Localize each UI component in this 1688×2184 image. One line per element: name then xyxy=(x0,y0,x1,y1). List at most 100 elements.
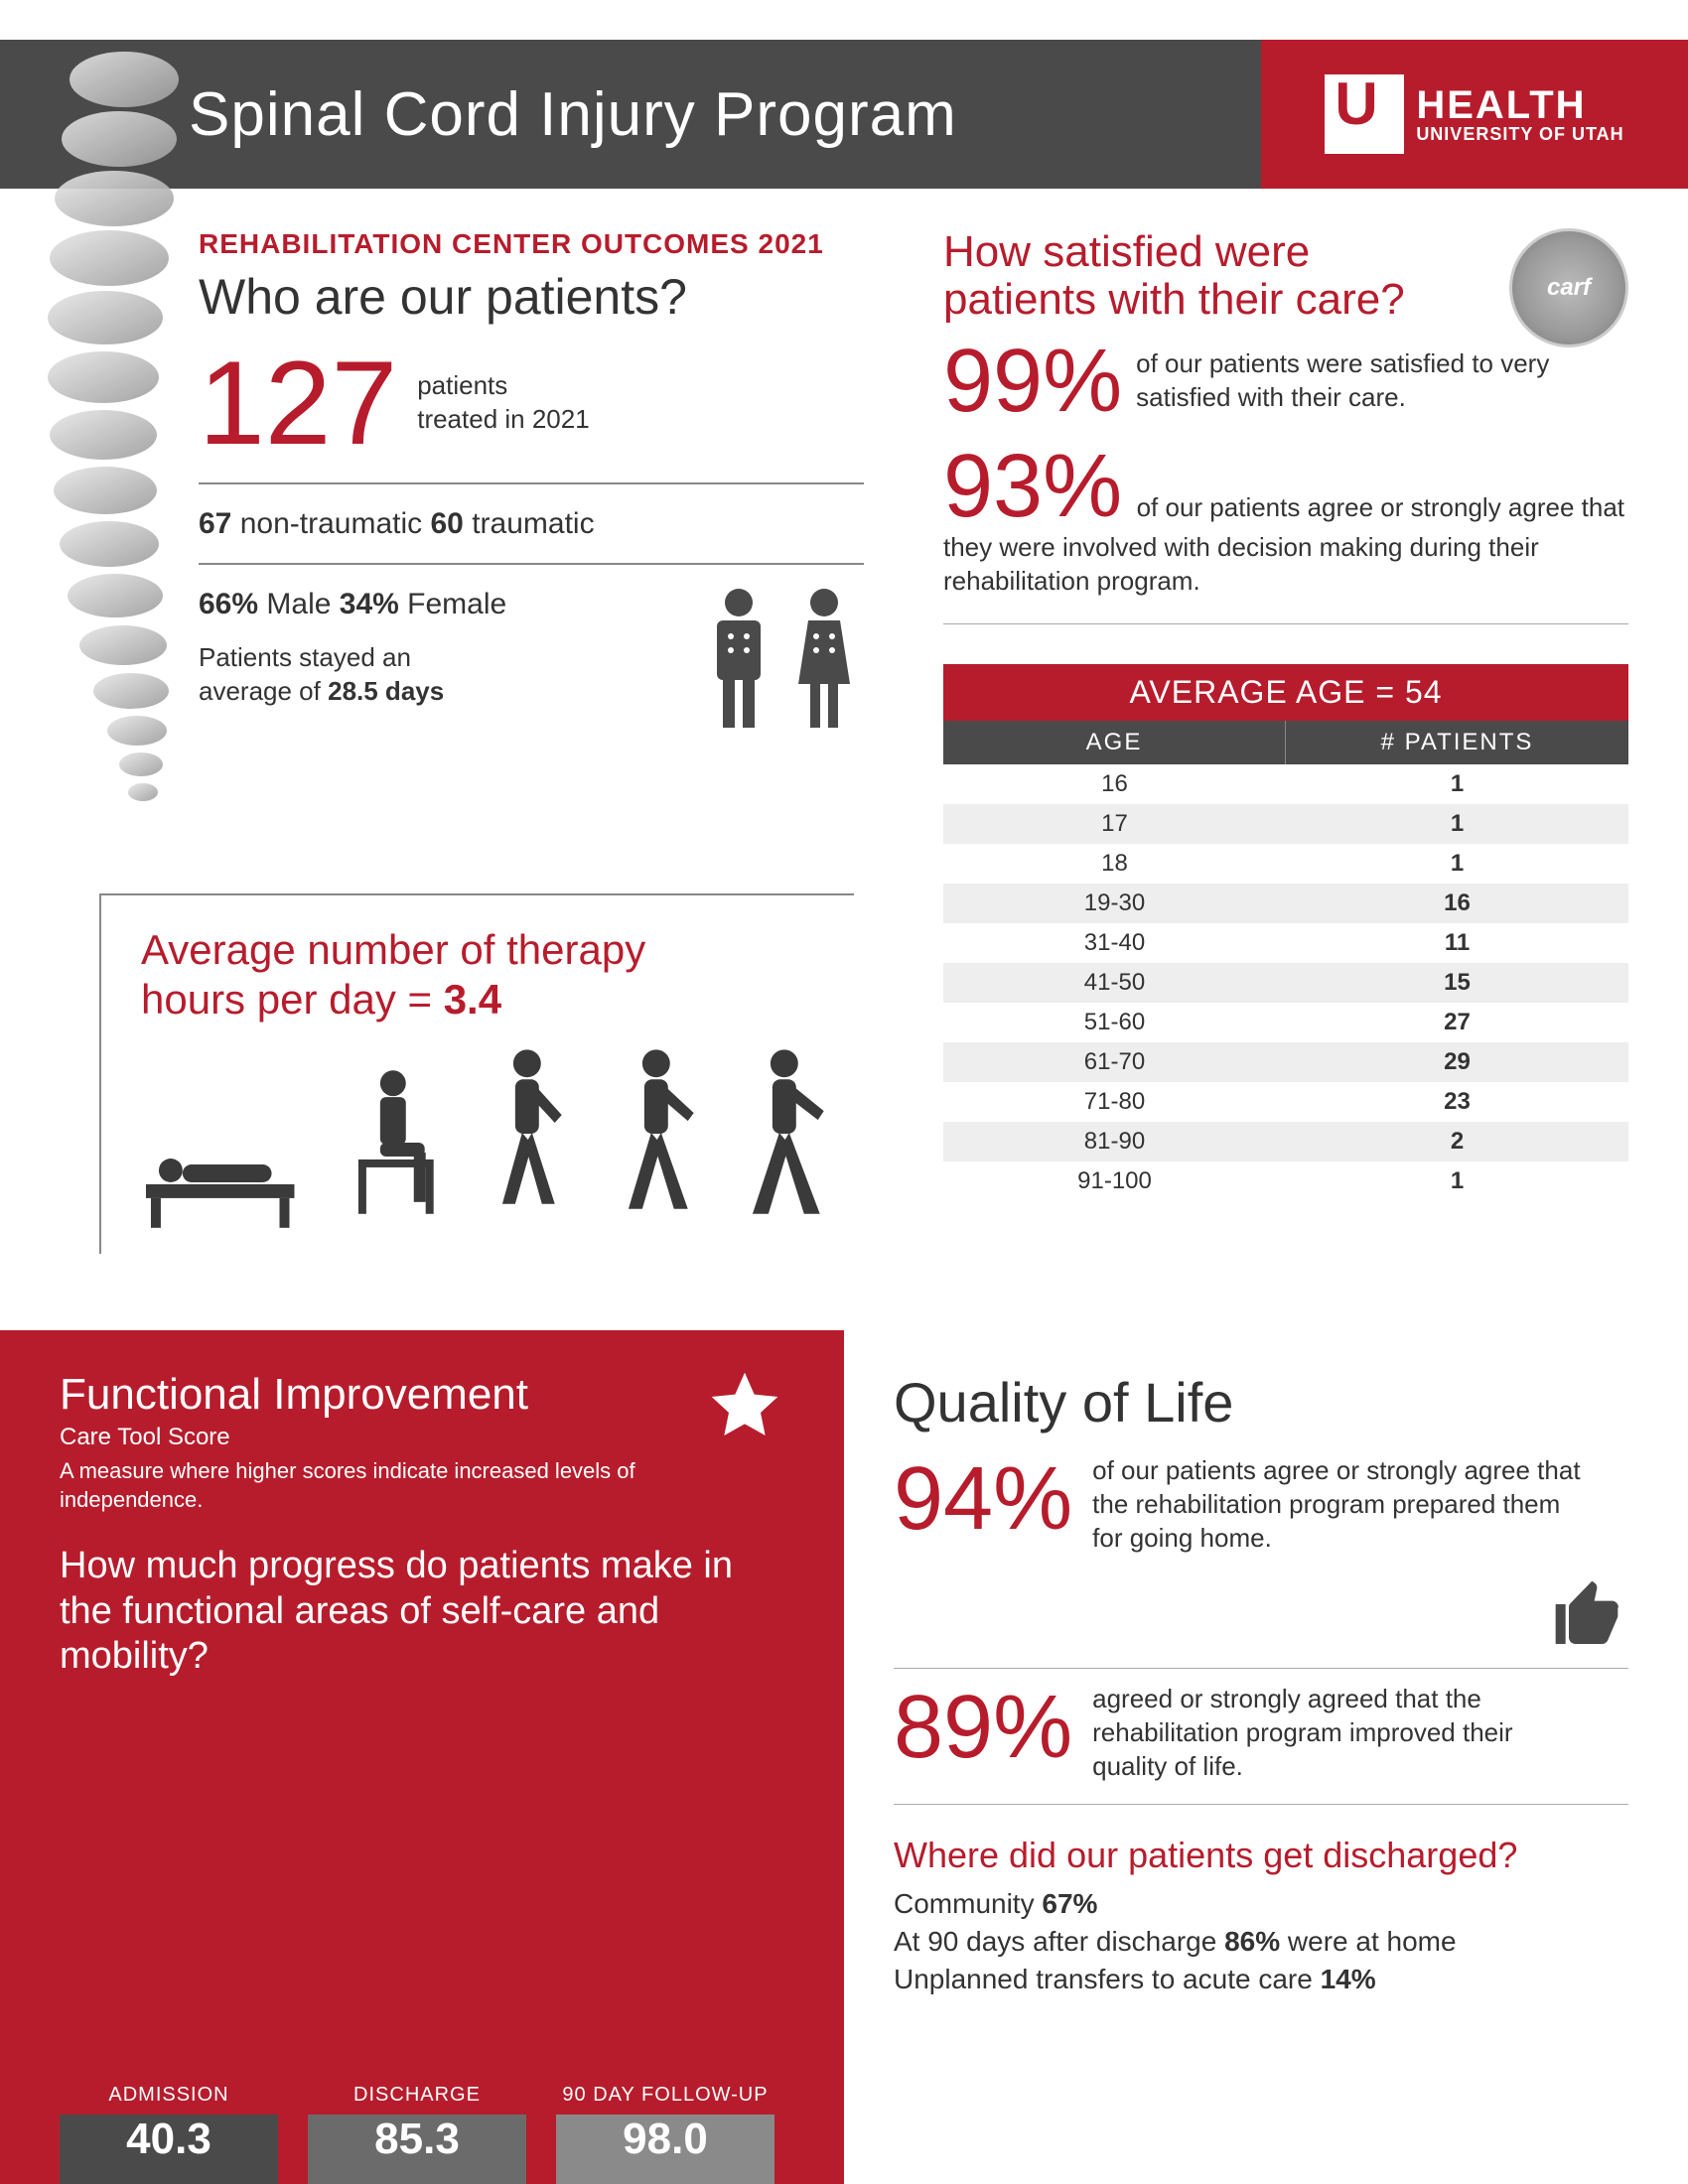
age-table-header-row: AGE # PATIENTS xyxy=(943,721,1628,764)
sat-title-l2: patients with their care? xyxy=(943,275,1405,324)
d2-suffix: were at home xyxy=(1288,1926,1457,1957)
bottom-row: Functional Improvement Care Tool Score A… xyxy=(0,1330,1688,2184)
gender-breakdown: 66% Male 34% Female xyxy=(199,585,669,623)
female-figure-icon xyxy=(784,585,864,734)
header-brand-block: HEALTH UNIVERSITY OF UTAH xyxy=(1261,40,1688,189)
sat-title-l1: How satisfied were xyxy=(943,227,1310,276)
bar-label: 90 DAY FOLLOW-UP xyxy=(562,2084,768,2107)
carf-text: carf xyxy=(1547,274,1591,302)
functional-panel: Functional Improvement Care Tool Score A… xyxy=(0,1330,844,2184)
sitting-figure-icon xyxy=(339,1065,448,1234)
care-score-bar-chart: ADMISSION 40.3 DISCHARGE 85.3 90 DAY FOLLOW-… xyxy=(60,1767,774,2184)
age-table-row: 171 xyxy=(943,804,1628,844)
therapy-line1: Average number of therapy xyxy=(141,926,645,973)
age-cell: 18 xyxy=(943,844,1286,884)
walking-figure-icon-2 xyxy=(607,1045,706,1234)
age-cell: 17 xyxy=(943,804,1286,844)
therapy-box: Average number of therapy hours per day … xyxy=(99,893,854,1254)
age-table-row: 31-4011 xyxy=(943,923,1628,963)
functional-question: How much progress do patients make in th… xyxy=(60,1544,794,1680)
age-cell: 31-40 xyxy=(943,923,1286,963)
thumbs-up-icon xyxy=(1549,1574,1628,1654)
therapy-progression-icons xyxy=(141,1045,834,1234)
bar-value: 85.3 xyxy=(374,2115,460,2184)
age-table-row: 91-1001 xyxy=(943,1161,1628,1201)
walking-figure-icon-1 xyxy=(478,1045,577,1234)
age-table-row: 71-8023 xyxy=(943,1082,1628,1122)
d2-prefix: At 90 days after discharge xyxy=(894,1926,1216,1957)
male-pct: 66% xyxy=(199,588,258,620)
bar-rect: 40.3 xyxy=(60,2115,278,2184)
age-cell: 91-100 xyxy=(943,1161,1286,1201)
age-cell: 71-80 xyxy=(943,1082,1286,1122)
patient-count-cell: 27 xyxy=(1286,1003,1628,1042)
patient-count-cell: 1 xyxy=(1286,764,1628,804)
gender-icons xyxy=(699,585,864,734)
header-bar: Spinal Cord Injury Program HEALTH UNIVER… xyxy=(0,40,1688,189)
sat-99-text: of our patients were satisfied to very s… xyxy=(1136,347,1553,415)
therapy-title: Average number of therapy hours per day … xyxy=(141,925,834,1025)
discharge-title: Where did our patients get discharged? xyxy=(894,1835,1628,1876)
patients-count: 127 xyxy=(199,343,397,463)
age-table-title: AVERAGE AGE = 54 xyxy=(943,664,1628,721)
d2-val: 86% xyxy=(1224,1926,1280,1957)
patients-label-line2: treated in 2021 xyxy=(417,404,589,434)
age-table-row: 51-6027 xyxy=(943,1003,1628,1042)
patients-col-header: # PATIENTS xyxy=(1286,721,1628,764)
age-table-row: 61-7029 xyxy=(943,1042,1628,1082)
age-cell: 61-70 xyxy=(943,1042,1286,1082)
divider xyxy=(894,1668,1628,1669)
stay-days: 28.5 days xyxy=(328,676,444,706)
sat-93-pct: 93% xyxy=(943,437,1122,536)
d1-label: Community xyxy=(894,1888,1035,1919)
functional-desc: A measure where higher scores indicate i… xyxy=(60,1457,695,1514)
bar-rect: 85.3 xyxy=(308,2115,526,2184)
divider xyxy=(943,623,1628,624)
male-label: Male xyxy=(266,588,331,620)
therapy-line2-prefix: hours per day = xyxy=(141,976,444,1023)
age-col-header: AGE xyxy=(943,721,1286,764)
chart-bar: 90 DAY FOLLOW-UP 98.0 xyxy=(556,2084,774,2184)
brand-text: HEALTH UNIVERSITY OF UTAH xyxy=(1416,85,1623,143)
age-table-row: 81-902 xyxy=(943,1122,1628,1161)
stay-prefix: Patients stayed an xyxy=(199,642,411,672)
d1-val: 67% xyxy=(1042,1888,1097,1919)
age-cell: 51-60 xyxy=(943,1003,1286,1042)
qol-title: Quality of Life xyxy=(894,1370,1628,1434)
bar-label: ADMISSION xyxy=(108,2084,228,2107)
sat-99-pct: 99% xyxy=(943,337,1122,426)
patient-count-cell: 1 xyxy=(1286,1161,1628,1201)
qol-89-text: agreed or strongly agreed that the rehab… xyxy=(1092,1683,1589,1783)
age-rows-container: 16117118119-301631-401141-501551-602761-… xyxy=(943,764,1628,1201)
divider xyxy=(894,1804,1628,1805)
bar-label: DISCHARGE xyxy=(353,2084,481,2107)
stay-line2: average of xyxy=(199,676,321,706)
star-icon xyxy=(705,1366,784,1445)
age-table: AVERAGE AGE = 54 AGE # PATIENTS 16117118… xyxy=(943,664,1628,1201)
who-title: Who are our patients? xyxy=(199,268,864,326)
divider xyxy=(199,563,864,565)
carf-badge-icon: carf xyxy=(1509,228,1628,347)
chart-bar: DISCHARGE 85.3 xyxy=(308,2084,526,2184)
age-cell: 16 xyxy=(943,764,1286,804)
functional-subtitle: Care Tool Score xyxy=(60,1424,794,1451)
d3-val: 14% xyxy=(1321,1964,1376,1994)
discharge-90days: At 90 days after discharge 86% were at h… xyxy=(894,1926,1628,1958)
trauma-breakdown: 67 non-traumatic 60 traumatic xyxy=(199,504,864,543)
bar-value: 40.3 xyxy=(126,2115,211,2184)
patient-count-cell: 23 xyxy=(1286,1082,1628,1122)
bar-rect: 98.0 xyxy=(556,2115,774,2184)
traumatic-count: 60 xyxy=(430,507,463,540)
d3-label: Unplanned transfers to acute care xyxy=(894,1964,1313,1994)
age-table-row: 181 xyxy=(943,844,1628,884)
patient-count-cell: 1 xyxy=(1286,844,1628,884)
bed-figure-icon xyxy=(141,1115,309,1234)
nontraumatic-count: 67 xyxy=(199,507,231,540)
brand-university: UNIVERSITY OF UTAH xyxy=(1416,125,1623,143)
page-title: Spinal Cord Injury Program xyxy=(189,79,957,150)
quality-of-life-panel: Quality of Life 94% of our patients agre… xyxy=(844,1330,1688,2184)
male-figure-icon xyxy=(699,585,778,734)
stay-text: Patients stayed an average of 28.5 days xyxy=(199,641,669,709)
patient-count-cell: 1 xyxy=(1286,804,1628,844)
female-pct: 34% xyxy=(340,588,399,620)
